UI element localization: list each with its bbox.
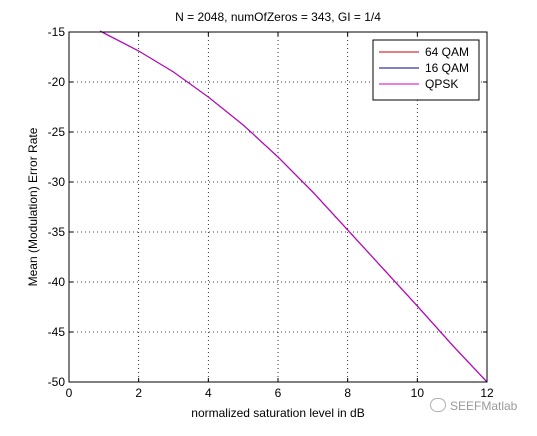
x-tick-label: 8 xyxy=(344,386,351,400)
x-axis-label: normalized saturation level in dB xyxy=(191,406,364,420)
y-tick-label: -40 xyxy=(48,275,66,289)
y-tick-label: -45 xyxy=(48,325,66,339)
x-tick-label: 2 xyxy=(135,386,142,400)
series-line-qpsk xyxy=(100,30,488,383)
x-tick-label: 6 xyxy=(275,386,282,400)
legend-entry: 16 QAM xyxy=(425,61,469,75)
y-tick-label: -30 xyxy=(48,175,66,189)
legend-entry: 64 QAM xyxy=(425,45,469,59)
y-tick-label: -35 xyxy=(48,225,66,239)
legend: 64 QAM 16 QAM QPSK xyxy=(372,39,480,101)
y-tick-label: -25 xyxy=(48,125,66,139)
watermark-text: SEEFMatlab xyxy=(450,399,518,413)
legend-entry: QPSK xyxy=(425,77,458,91)
y-axis-label: Mean (Modulation) Error Rate xyxy=(26,127,40,286)
legend-box xyxy=(372,39,480,101)
chat-bubble-icon xyxy=(430,398,446,412)
x-tick-label: 12 xyxy=(480,386,494,400)
watermark: SEEFMatlab xyxy=(430,398,517,413)
x-tick-label: 4 xyxy=(205,386,212,400)
axis-ticks: 0 2 4 6 8 10 12 -15 -20 -25 -30 -35 -40 -45 -50 xyxy=(48,25,494,400)
y-tick-label: -15 xyxy=(48,25,66,39)
chart-title: N = 2048, numOfZeros = 343, GI = 1/4 xyxy=(175,10,381,24)
y-tick-label: -50 xyxy=(48,375,66,389)
series-lines xyxy=(100,30,488,383)
y-tick-label: -20 xyxy=(48,75,66,89)
x-tick-label: 0 xyxy=(66,386,73,400)
grid-lines xyxy=(69,32,487,382)
x-tick-label: 10 xyxy=(411,386,425,400)
